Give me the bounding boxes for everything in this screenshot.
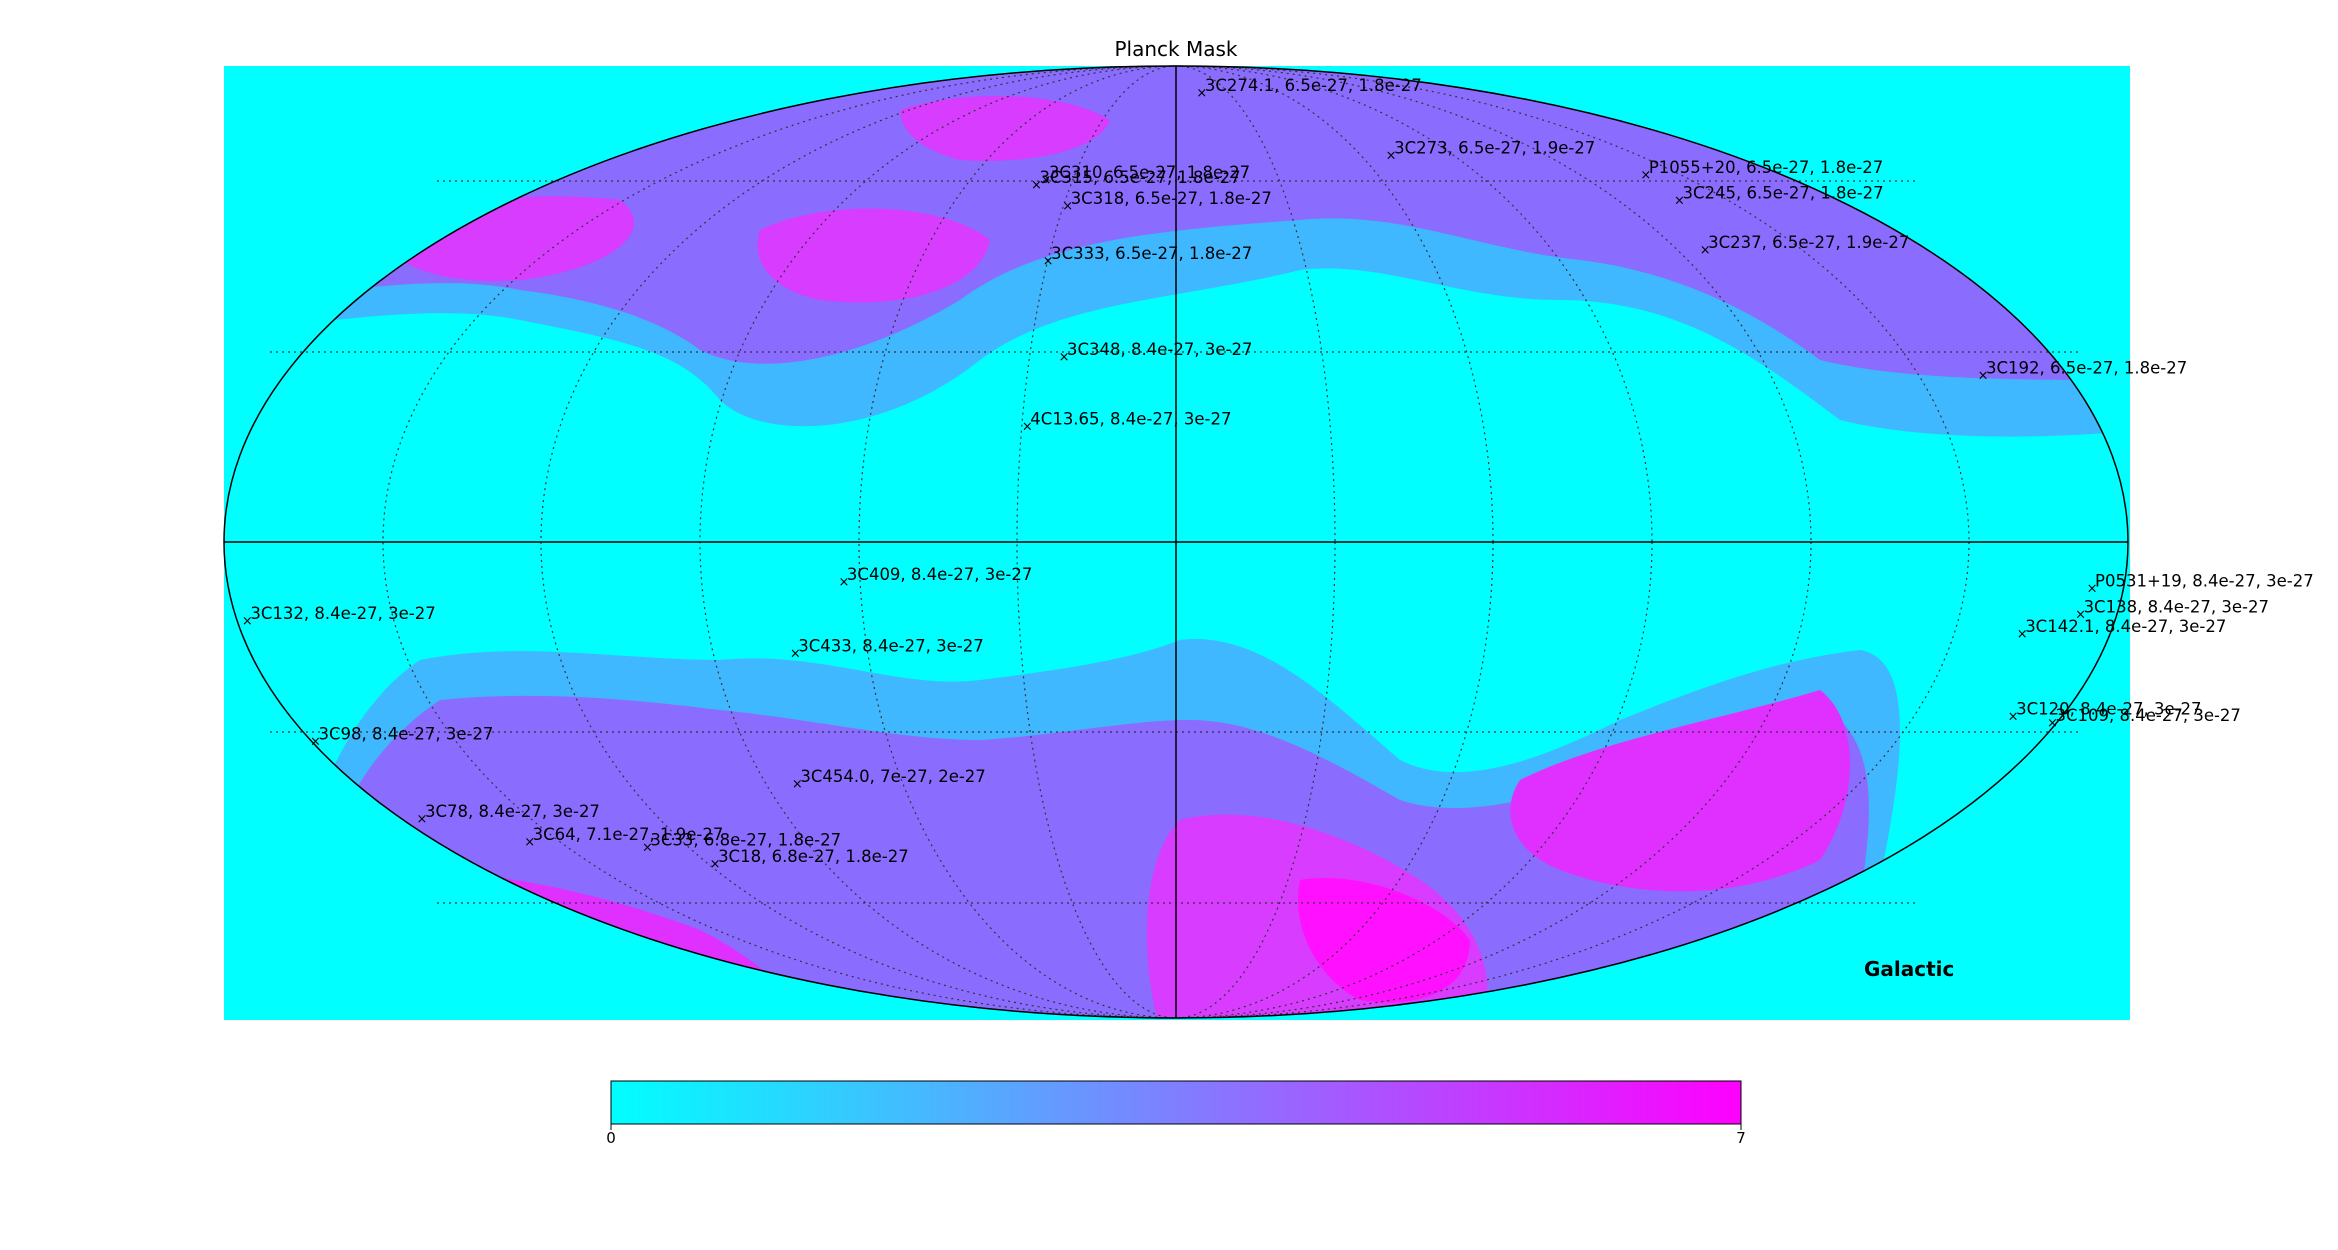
source-marker: ×	[1022, 419, 1033, 434]
source-label: 3C310, 6.5e-27, 1.8e-27	[1049, 163, 1250, 182]
colorbar	[610, 1080, 1742, 1125]
source-label: 3C274.1, 6.5e-27, 1.8e-27	[1205, 76, 1422, 95]
coordinate-system-label: Galactic	[1864, 957, 1954, 981]
source-marker: ×	[524, 835, 535, 850]
source-label: 3C433, 8.4e-27, 3e-27	[798, 636, 983, 655]
source-markers: × 3C274.1, 6.5e-27, 1.8e-27 × 3C273, 6.5e-2…	[242, 76, 2314, 872]
source-label: 3C132, 8.4e-27, 3e-27	[250, 604, 435, 623]
source-label: 3C333, 6.5e-27, 1.8e-27	[1051, 244, 1252, 263]
source-marker: ×	[1043, 254, 1054, 269]
source-label: 3C120, 8.4e-27, 3e-27	[2016, 700, 2201, 719]
source-marker: ×	[1031, 178, 1042, 193]
source-label: 3C192, 6.5e-27, 1.8e-27	[1986, 359, 2187, 378]
source-marker: ×	[1062, 199, 1073, 214]
source-marker: ×	[2087, 582, 2098, 597]
mask-layer	[224, 66, 2128, 1018]
source-label: P0531+19, 8.4e-27, 3e-27	[2095, 572, 2314, 591]
south-mask-hot-2	[1510, 690, 1850, 892]
source-marker: ×	[710, 857, 721, 872]
map-title: Planck Mask	[1115, 37, 1238, 61]
source-marker: ×	[242, 614, 253, 629]
source-label: 3C109, 8.4e-27, 3e-27	[2056, 706, 2241, 725]
source-marker: ×	[417, 812, 428, 827]
source-marker: ×	[642, 840, 653, 855]
source-marker: ×	[838, 575, 849, 590]
source-marker: ×	[1040, 173, 1051, 188]
source-marker: ×	[310, 734, 321, 749]
source-marker: ×	[1640, 168, 1651, 183]
source-label: 3C33, 6.8e-27, 1.8e-27	[650, 830, 841, 849]
source-marker: ×	[2047, 716, 2058, 731]
source-label: 4C13.65, 8.4e-27, 3e-27	[1030, 409, 1231, 428]
source-label: 3C315, 6.5e-27, 1.8e-27	[1039, 168, 1240, 187]
source-marker: ×	[1700, 243, 1711, 258]
source-label: 3C18, 6.8e-27, 1.8e-27	[718, 847, 909, 866]
source-label: 3C409, 8.4e-27, 3e-27	[847, 565, 1032, 584]
source-label: 3C78, 8.4e-27, 3e-27	[425, 802, 600, 821]
source-label: 3C318, 6.5e-27, 1.8e-27	[1071, 189, 1272, 208]
source-marker: ×	[2075, 608, 2086, 623]
north-mask-hot-3	[900, 96, 1110, 161]
source-label: 3C454.0, 7e-27, 2e-27	[800, 767, 985, 786]
source-marker: ×	[790, 646, 801, 661]
source-label: 3C237, 6.5e-27, 1.9e-27	[1708, 233, 1909, 252]
south-mask-hot-4	[1298, 878, 1470, 1003]
north-mask-hot-2	[757, 208, 990, 303]
source-label: 3C98, 8.4e-27, 3e-27	[318, 724, 493, 743]
source-marker: ×	[2008, 710, 2019, 725]
colorbar-min-label: 0	[606, 1129, 616, 1147]
source-label: 3C273, 6.5e-27, 1.9e-27	[1394, 139, 1595, 158]
source-label: 3C142.1, 8.4e-27, 3e-27	[2025, 617, 2226, 636]
north-mask-mid	[224, 66, 2128, 380]
source-marker: ×	[1978, 369, 1989, 384]
source-marker: ×	[1386, 149, 1397, 164]
source-label: 3C64, 7.1e-27, 1.9e-27	[533, 825, 724, 844]
source-marker: ×	[2017, 627, 2028, 642]
source-marker: ×	[1674, 194, 1685, 209]
source-label: 3C348, 8.4e-27, 3e-27	[1067, 340, 1252, 359]
map-boundary	[223, 65, 2129, 1019]
source-marker: ×	[792, 777, 803, 792]
source-marker: ×	[1196, 86, 1207, 101]
source-label: 3C138, 8.4e-27, 3e-27	[2084, 598, 2269, 617]
source-label: 3C245, 6.5e-27, 1.8e-27	[1682, 184, 1883, 203]
colorbar-max-label: 7	[1736, 1129, 1746, 1147]
source-marker: ×	[1059, 350, 1070, 365]
source-label: P1055+20, 6.5e-27, 1.8e-27	[1649, 158, 1883, 177]
